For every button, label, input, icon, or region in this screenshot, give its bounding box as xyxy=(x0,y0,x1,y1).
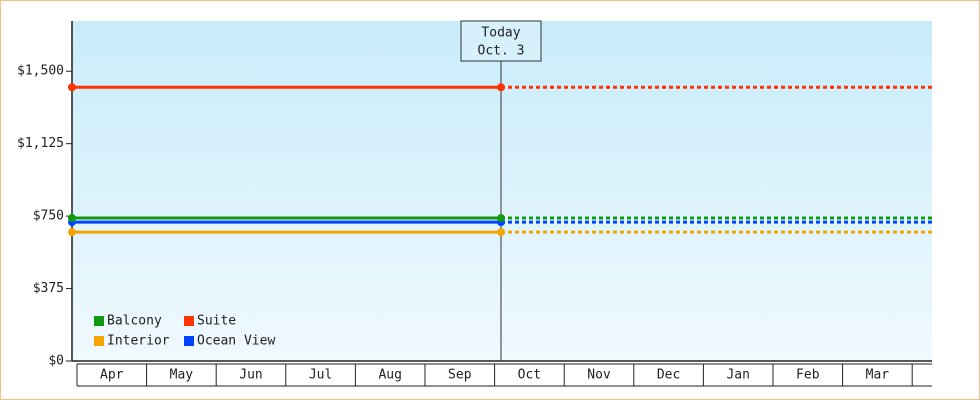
legend-swatch xyxy=(184,336,194,346)
y-tick-label: $375 xyxy=(33,281,64,296)
legend-label: Interior xyxy=(107,334,170,349)
point xyxy=(497,83,505,92)
legend-swatch xyxy=(94,336,104,346)
y-tick-label: $750 xyxy=(33,209,64,224)
legend-swatch xyxy=(184,316,194,326)
x-tick-label: Aug xyxy=(378,368,401,383)
point xyxy=(497,228,505,237)
plot-background xyxy=(72,21,932,361)
legend-label: Balcony xyxy=(107,314,162,329)
x-tick-label: Oct xyxy=(518,368,541,383)
legend-swatch xyxy=(94,316,104,326)
point xyxy=(68,83,76,92)
point xyxy=(497,214,505,223)
y-tick-label: $0 xyxy=(48,354,64,369)
legend-label: Suite xyxy=(197,314,236,329)
x-tick-label: Mar xyxy=(866,368,890,383)
today-date: Oct. 3 xyxy=(478,44,525,59)
x-tick-label: Jan xyxy=(726,368,749,383)
y-tick-label: $1,500 xyxy=(17,64,64,79)
y-tick-label: $1,125 xyxy=(17,136,64,151)
x-tick-label: Jul xyxy=(309,368,332,383)
point xyxy=(68,228,76,237)
x-tick-label: Dec xyxy=(657,368,680,383)
x-tick-label: Jun xyxy=(239,368,262,383)
today-box xyxy=(460,20,542,62)
x-tick-label: May xyxy=(170,368,194,383)
x-tick-label: Apr xyxy=(100,368,124,383)
legend-label: Ocean View xyxy=(197,334,275,349)
x-tick-label: Feb xyxy=(796,368,820,383)
point xyxy=(68,214,76,223)
x-tick-label: Nov xyxy=(587,368,611,383)
today-label: Today xyxy=(481,26,520,41)
x-tick-label: Sep xyxy=(448,368,472,383)
